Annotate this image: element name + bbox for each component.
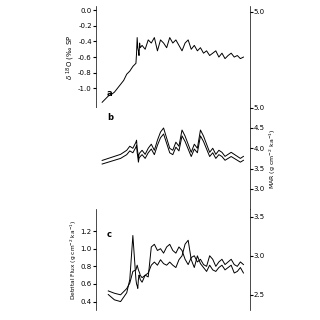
Y-axis label: $\delta$ $^{18}$O (‰ SP: $\delta$ $^{18}$O (‰ SP xyxy=(64,34,77,80)
Text: a: a xyxy=(107,89,112,98)
Text: b: b xyxy=(107,113,113,122)
Y-axis label: Detrital Flux (g cm$^{-2}$ ka$^{-1}$): Detrital Flux (g cm$^{-2}$ ka$^{-1}$) xyxy=(69,220,79,300)
Y-axis label: MAR (g cm$^{-2}$ ka$^{-1}$): MAR (g cm$^{-2}$ ka$^{-1}$) xyxy=(268,128,278,189)
Text: c: c xyxy=(107,230,112,239)
